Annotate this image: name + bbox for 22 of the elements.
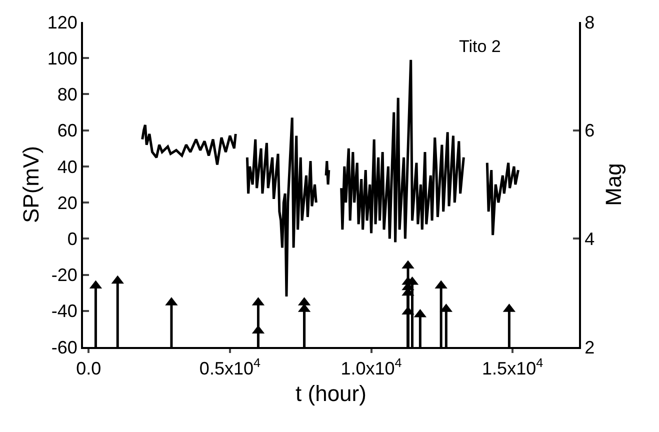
y2-tick-label: 2	[584, 337, 595, 358]
x-tick-label: 0.5x10$^{4}$	[199, 356, 260, 379]
x-tick-label: 1.0x10$^{4}$	[340, 356, 402, 379]
y-tick-label: 100	[47, 48, 78, 68]
y-tick-label: -60	[51, 337, 78, 358]
y-tick-label: 20	[57, 192, 78, 213]
y2-axis-title: Mag	[601, 163, 626, 206]
y-tick-label: -20	[51, 265, 78, 286]
y2-tick-label: 6	[584, 120, 595, 141]
y-tick-label: 60	[57, 120, 78, 141]
y-tick-label: 80	[57, 84, 78, 105]
y-tick-label: 0	[67, 228, 78, 249]
annotation: Tito 2	[459, 37, 501, 56]
y-tick-label: 120	[47, 12, 78, 32]
y-axis-title: SP(mV)	[18, 146, 44, 223]
x-tick-label: 1.5x10$^{4}$	[482, 356, 544, 379]
y2-tick-label: 4	[584, 228, 595, 249]
x-tick-label: 0.0	[76, 358, 102, 379]
x-axis-title: t (hour)	[296, 381, 366, 406]
y-tick-label: 40	[57, 156, 78, 177]
y2-tick-label: 8	[584, 12, 595, 32]
y-tick-label: -40	[51, 301, 78, 322]
